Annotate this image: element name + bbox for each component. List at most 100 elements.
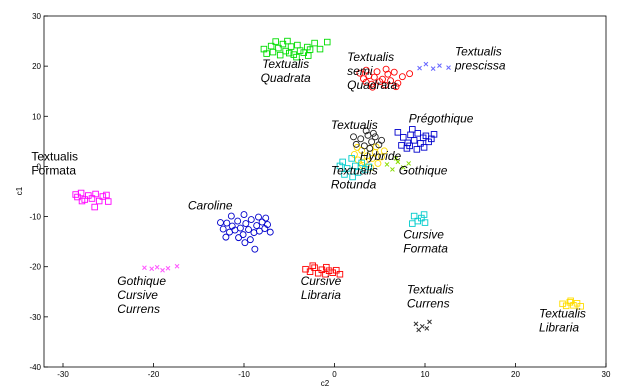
data-point	[427, 319, 432, 325]
data-point	[390, 68, 398, 76]
data-point	[414, 130, 422, 137]
data-point	[255, 213, 262, 221]
data-point	[360, 142, 368, 150]
data-point	[324, 38, 331, 46]
data-point	[316, 45, 324, 53]
data-point	[369, 129, 377, 137]
data-point	[394, 79, 402, 87]
data-point	[88, 195, 96, 202]
data-point	[398, 73, 406, 81]
data-point	[352, 140, 360, 148]
data-point	[362, 127, 370, 135]
x-tick-label: 20	[511, 370, 520, 379]
cluster-label: Textualis	[31, 149, 78, 163]
data-point	[242, 220, 250, 228]
data-point	[341, 171, 348, 178]
y-tick-label: 10	[32, 112, 41, 121]
x-tick-label: -30	[57, 370, 69, 379]
cluster-label: Gothique	[399, 163, 448, 177]
data-point	[420, 144, 428, 151]
cluster-label: Textualis	[407, 282, 454, 296]
data-point	[381, 81, 389, 89]
cluster-label: Quadrata	[347, 78, 397, 92]
data-point	[103, 191, 110, 199]
data-point	[336, 162, 344, 170]
data-point	[424, 326, 430, 331]
cluster-label: Prégothique	[409, 111, 474, 125]
data-point	[406, 161, 412, 166]
data-point	[314, 269, 322, 277]
data-point	[357, 135, 365, 143]
data-point	[309, 262, 317, 269]
data-point	[387, 77, 395, 85]
data-point	[366, 144, 374, 152]
data-point	[392, 83, 400, 91]
data-point	[333, 266, 340, 274]
data-point	[160, 267, 165, 273]
data-point	[430, 131, 438, 138]
data-point	[95, 197, 103, 205]
data-point	[356, 69, 364, 77]
data-point	[369, 83, 376, 91]
data-point	[559, 300, 566, 308]
data-point	[92, 190, 99, 198]
data-point	[247, 216, 255, 224]
cluster-label: Hybride	[360, 149, 402, 163]
data-point	[413, 321, 419, 327]
cluster-label: Textualis	[539, 306, 586, 320]
x-tick-label: 0	[332, 370, 337, 379]
data-point	[421, 219, 429, 226]
cluster-label: Formata	[403, 242, 448, 256]
data-point	[266, 228, 274, 236]
data-point	[350, 133, 357, 141]
data-point	[149, 266, 155, 272]
axis-ticks: -30 -20 -10 0 10 20 30 -40 -30 -20 -10 0 10 20 30	[29, 12, 611, 379]
cluster-label: Gothique	[117, 274, 166, 288]
data-point	[217, 219, 224, 227]
y-axis-label: c1	[15, 186, 24, 195]
data-point	[322, 270, 329, 278]
data-point	[416, 327, 422, 333]
cluster-label: Cursive	[403, 228, 444, 242]
data-point	[409, 126, 416, 133]
data-point	[371, 133, 379, 141]
y-tick-label: -10	[29, 213, 41, 222]
data-point	[78, 197, 86, 205]
data-point	[562, 302, 570, 310]
data-point	[348, 155, 355, 162]
y-tick-label: 30	[32, 12, 41, 21]
data-point	[234, 217, 242, 225]
data-point	[287, 43, 295, 50]
data-point	[269, 48, 277, 56]
data-point	[293, 53, 300, 61]
data-point	[236, 224, 244, 232]
y-tick-label: -20	[29, 263, 41, 272]
data-point	[390, 167, 395, 172]
data-point	[430, 66, 436, 72]
data-point	[323, 263, 330, 271]
data-point	[260, 45, 268, 53]
data-point	[251, 245, 259, 253]
data-point	[394, 129, 402, 136]
y-tick-label: -40	[29, 363, 41, 372]
data-point	[311, 39, 318, 47]
data-point	[379, 75, 386, 83]
data-point	[276, 51, 284, 59]
x-tick-label: -10	[238, 370, 250, 379]
data-point	[262, 214, 270, 222]
data-point	[400, 134, 407, 141]
data-point	[264, 221, 271, 229]
data-point	[99, 193, 107, 200]
data-point	[246, 236, 254, 244]
data-point	[410, 212, 418, 220]
cluster-label: Caroline	[188, 199, 233, 213]
data-point	[378, 153, 386, 161]
data-point	[272, 38, 279, 45]
data-point	[72, 191, 79, 198]
cluster-label: Currens	[117, 302, 160, 316]
data-point	[142, 265, 147, 271]
data-point	[567, 297, 574, 305]
cluster-label: Textualis	[262, 57, 309, 71]
data-point	[245, 226, 252, 234]
data-point	[373, 68, 381, 76]
